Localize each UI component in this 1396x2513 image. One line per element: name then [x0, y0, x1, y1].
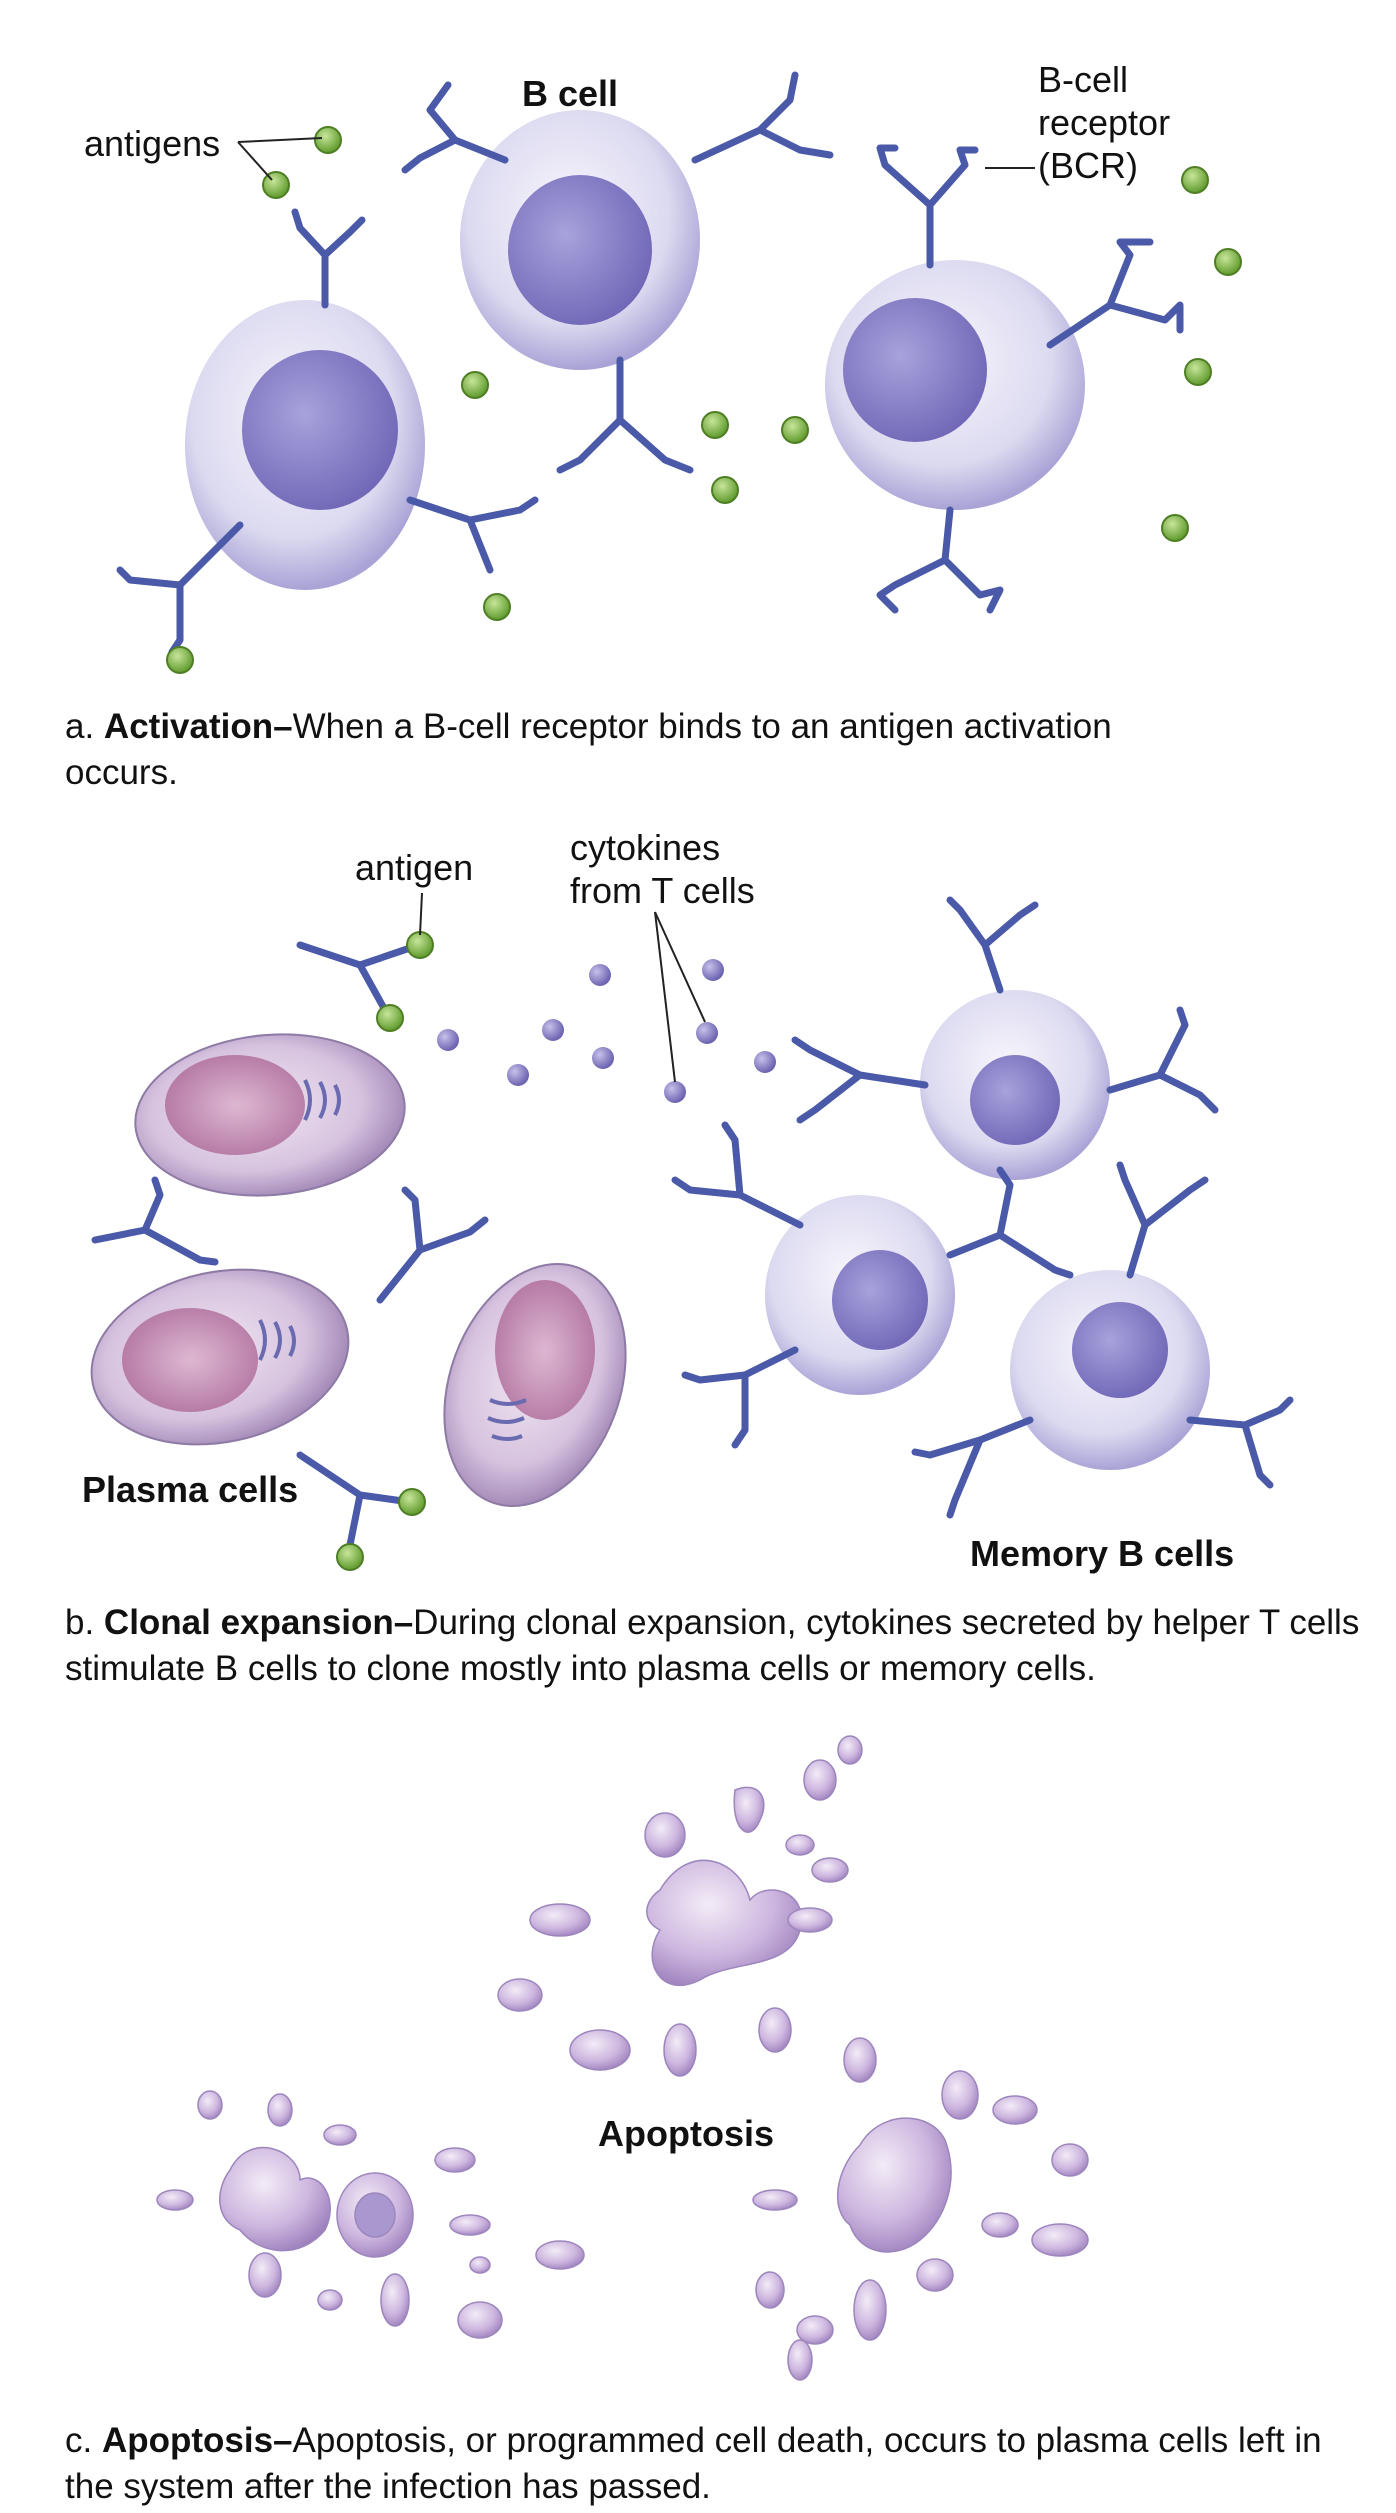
antigens-panel-a: [166, 126, 1242, 674]
caption-c-prefix: c.: [65, 2421, 102, 2460]
receptors-panel-b: [91, 896, 1294, 1549]
caption-c-title: Apoptosis–: [101, 2421, 293, 2460]
bcr-label-line-2: receptor: [1038, 102, 1171, 144]
memory-b-cells-label: Memory B cells: [970, 1533, 1235, 1574]
caption-b-title: Clonal expansion–: [103, 1603, 414, 1642]
caption-b: b. Clonal expansion–During clonal expans…: [65, 1600, 1396, 1692]
leader-lines-panel-a: [237, 137, 1035, 181]
panel-c-illustration: [156, 1735, 1089, 2381]
b-cell-right: [825, 260, 1085, 510]
cytokines: [437, 959, 776, 1103]
plasma-cell-2: [90, 1268, 350, 1446]
caption-a-text: When a B-cell receptor binds to an antig…: [65, 707, 1112, 793]
caption-b-text: During clonal expansion, cytokines secre…: [65, 1603, 1360, 1689]
antigen-label: antigen: [355, 847, 474, 888]
panel-a-illustration: [116, 71, 1242, 674]
caption-c-text: Apoptosis, or programmed cell death, occ…: [65, 2421, 1322, 2507]
caption-c: c. Apoptosis–Apoptosis, or programmed ce…: [65, 2418, 1325, 2510]
b-cell-label: B cell: [522, 73, 619, 114]
apoptotic-cell-right: [752, 2037, 1089, 2381]
bcr-label: B-cell receptor (BCR): [1038, 58, 1170, 188]
b-cell-center: [460, 110, 700, 370]
plasma-cells-label: Plasma cells: [82, 1469, 299, 1510]
cytokines-label-line-1: cytokines: [570, 827, 721, 868]
cytokines-label-line-2: from T cells: [570, 870, 755, 912]
apoptotic-cell-top: [497, 1735, 863, 2077]
bcr-label-line-3: (BCR): [1038, 145, 1138, 187]
memory-b-cell-3: [1010, 1270, 1210, 1470]
bcr-label-line-1: B-cell: [1038, 59, 1129, 100]
memory-b-cell-1: [920, 990, 1110, 1180]
antigens-label: antigens: [84, 123, 221, 164]
b-cell-receptors: [116, 71, 1184, 656]
plasma-cell-3: [443, 1262, 627, 1508]
caption-a-prefix: a.: [65, 707, 104, 746]
memory-b-cell-2: [765, 1195, 955, 1395]
apoptosis-label: Apoptosis: [598, 2113, 774, 2154]
apoptotic-cell-left: [156, 2090, 585, 2339]
caption-a-title: Activation–: [103, 707, 293, 746]
b-cell-left: [185, 300, 425, 590]
leader-lines-panel-b: [419, 892, 706, 1083]
caption-a: a. Activation–When a B-cell receptor bin…: [65, 704, 1115, 796]
antigens-panel-b: [336, 931, 434, 1571]
caption-b-prefix: b.: [65, 1603, 104, 1642]
plasma-cell-1: [134, 1033, 406, 1197]
cytokines-label: cytokines from T cells: [570, 826, 755, 912]
panel-b-illustration: [90, 892, 1294, 1571]
